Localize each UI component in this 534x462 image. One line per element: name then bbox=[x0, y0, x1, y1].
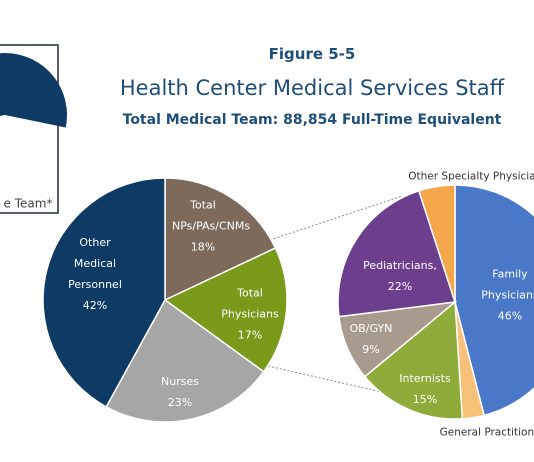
slice-label: Other Medical Personnel 42% bbox=[60, 232, 130, 316]
connector bbox=[269, 195, 403, 241]
value-label: 9% bbox=[362, 343, 380, 356]
slice-label: Family Physicians 46% bbox=[465, 264, 534, 327]
category-label: Total NPs/PAs/CNMs bbox=[172, 198, 251, 233]
chart-subtitle: Total Medical Team: 88,854 Full-Time Equ… bbox=[122, 112, 502, 128]
pie-slice bbox=[164, 177, 277, 302]
category-label: Total Physicians bbox=[221, 286, 279, 321]
slice-label: General Practitioners bbox=[440, 423, 534, 444]
value-label: 15% bbox=[412, 393, 438, 406]
inset-caption: e Team* bbox=[3, 196, 53, 211]
category-label: Other Specialty Physicians bbox=[408, 170, 534, 183]
category-label: Family Physicians bbox=[481, 267, 534, 302]
category-label: Other Medical Personnel bbox=[68, 236, 122, 291]
pie-slice bbox=[417, 184, 456, 303]
pie-slice bbox=[105, 298, 265, 423]
category-label: OB/GYN bbox=[349, 322, 393, 335]
category-label: Pediatricians, bbox=[363, 259, 437, 272]
value-label: 56% bbox=[28, 123, 54, 137]
pie-slice bbox=[0, 53, 67, 128]
chart-title: Health Center Medical Services Staff bbox=[119, 76, 505, 100]
category-label: Internists bbox=[399, 372, 451, 385]
pie-slice bbox=[42, 177, 166, 408]
pie-slice bbox=[163, 247, 288, 373]
value-label: 42% bbox=[82, 299, 108, 312]
pie-slice bbox=[454, 184, 534, 417]
value-label: 22% bbox=[387, 280, 413, 293]
category-label: Nurses bbox=[161, 375, 199, 388]
slice-label: 56% bbox=[21, 120, 61, 141]
pie-slice bbox=[363, 300, 464, 420]
value-label: 46% bbox=[497, 309, 523, 323]
slice-label: Internists 15% bbox=[395, 368, 455, 410]
figure-label: Figure 5-5 bbox=[268, 45, 356, 63]
connector bbox=[267, 365, 426, 403]
category-label: General Practitioners bbox=[439, 426, 534, 439]
slice-label: Total Physicians 17% bbox=[220, 283, 280, 346]
slice-label: Nurses 23% bbox=[145, 371, 215, 413]
value-label: 23% bbox=[167, 396, 193, 409]
slice-label: OB/GYN 9% bbox=[346, 318, 396, 360]
value-label: 17% bbox=[237, 328, 263, 342]
inset-frame bbox=[0, 44, 59, 214]
value-label: 18% bbox=[190, 240, 216, 254]
slice-label: Other Specialty Physicians bbox=[408, 167, 534, 188]
slice-label: Total NPs/PAs/CNMs 18% bbox=[172, 195, 251, 258]
slice-label: Pediatricians, 22% bbox=[360, 255, 440, 297]
pie-slice bbox=[337, 189, 456, 318]
